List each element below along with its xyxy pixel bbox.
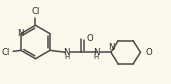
Text: N: N	[63, 48, 70, 57]
Text: O: O	[86, 34, 93, 43]
Text: H: H	[64, 54, 69, 60]
Text: N: N	[108, 43, 114, 52]
Text: O: O	[145, 48, 152, 57]
Text: N: N	[93, 48, 99, 57]
Text: N: N	[17, 29, 23, 38]
Text: Cl: Cl	[1, 48, 9, 57]
Text: Cl: Cl	[31, 7, 40, 16]
Text: H: H	[94, 54, 99, 60]
